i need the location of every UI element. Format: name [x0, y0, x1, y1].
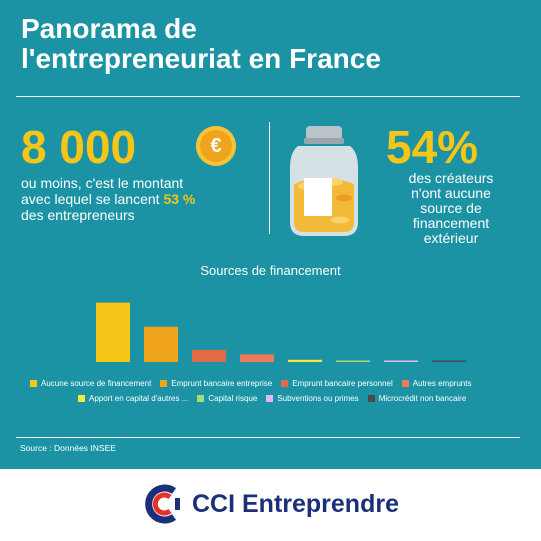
legend-item: Aucune source de financement [30, 379, 151, 388]
bar-2 [144, 326, 178, 362]
divider-bottom [16, 437, 520, 438]
bar-3 [192, 349, 226, 362]
legend-swatch [401, 380, 409, 387]
bar-8 [432, 360, 466, 362]
legend-swatch [266, 395, 274, 402]
legend-swatch [197, 395, 205, 402]
brand-logo: CCI Entreprendre [144, 483, 399, 525]
left-stat-description: ou moins, c'est le montant avec lequel s… [21, 175, 196, 223]
euro-coin-icon: € [196, 126, 236, 166]
left-stat-highlight: 53 % [163, 191, 196, 207]
legend-swatch [78, 395, 85, 402]
cci-logo-icon [145, 484, 180, 524]
legend-item: Emprunt bancaire personnel [281, 379, 393, 388]
bar-chart [96, 302, 466, 362]
infographic-panel: Panorama de l'entrepreneuriat en France … [0, 0, 541, 469]
page-title: Panorama de l'entrepreneuriat en France [21, 13, 381, 74]
legend-row-1: Aucune source de financement Emprunt ban… [30, 376, 520, 391]
legend-swatch [281, 380, 289, 387]
legend-swatch [160, 380, 168, 387]
chart-title: Sources de financement [200, 263, 341, 278]
divider-vertical [269, 122, 270, 234]
coin-jar-icon [290, 126, 358, 236]
chart-legend: Aucune source de financement Emprunt ban… [30, 376, 520, 406]
legend-item: Capital risque [197, 394, 257, 403]
bar-5 [288, 359, 322, 362]
legend-item: Microcrédit non bancaire [367, 394, 466, 403]
right-stat-value: 54% [386, 121, 479, 173]
legend-item: Apport en capital d'autres ... [78, 394, 188, 403]
bar-1 [96, 302, 130, 362]
left-stat-value: 8 000 [21, 121, 137, 173]
bar-4 [240, 354, 274, 362]
legend-swatch [367, 395, 375, 402]
divider-top [16, 96, 520, 97]
legend-item: Autres emprunts [401, 379, 471, 388]
legend-swatch [30, 380, 37, 387]
source-note: Source : Données INSEE [20, 443, 116, 453]
bar-7 [384, 360, 418, 362]
legend-row-2: Apport en capital d'autres ... Capital r… [30, 391, 520, 406]
legend-item: Emprunt bancaire entreprise [160, 379, 272, 388]
right-stat-description: des créateurs n'ont aucune source de fin… [408, 170, 494, 246]
brand-name: CCI Entreprendre [192, 489, 399, 518]
legend-item: Subventions ou primes [266, 394, 359, 403]
bar-6 [336, 360, 370, 362]
